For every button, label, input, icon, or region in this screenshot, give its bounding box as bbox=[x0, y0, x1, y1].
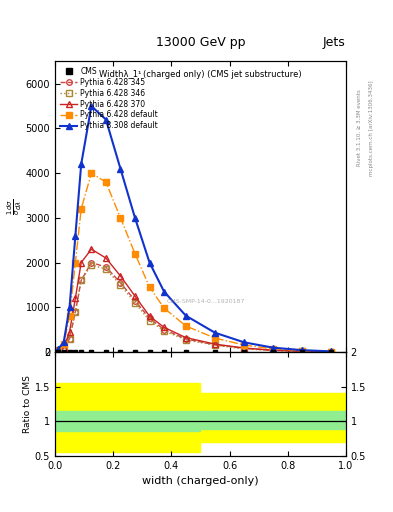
Y-axis label: $\frac{1}{\sigma}\frac{d\sigma}{d\lambda}$: $\frac{1}{\sigma}\frac{d\sigma}{d\lambda… bbox=[6, 199, 24, 215]
X-axis label: width (charged-only): width (charged-only) bbox=[142, 476, 259, 486]
Y-axis label: Ratio to CMS: Ratio to CMS bbox=[23, 375, 32, 433]
Legend: CMS, Pythia 6.428 345, Pythia 6.428 346, Pythia 6.428 370, Pythia 6.428 default,: CMS, Pythia 6.428 345, Pythia 6.428 346,… bbox=[59, 65, 160, 132]
Text: mcplots.cern.ch [arXiv:1306.3436]: mcplots.cern.ch [arXiv:1306.3436] bbox=[369, 80, 374, 176]
Text: Widthλ_1¹ (charged only) (CMS jet substructure): Widthλ_1¹ (charged only) (CMS jet substr… bbox=[99, 70, 302, 79]
Text: CMS-SMP-14-0...1920187: CMS-SMP-14-0...1920187 bbox=[167, 298, 246, 304]
Text: 13000 GeV pp: 13000 GeV pp bbox=[156, 36, 245, 49]
Text: Rivet 3.1.10, ≥ 3.3M events: Rivet 3.1.10, ≥ 3.3M events bbox=[357, 90, 362, 166]
Text: Jets: Jets bbox=[323, 36, 346, 49]
